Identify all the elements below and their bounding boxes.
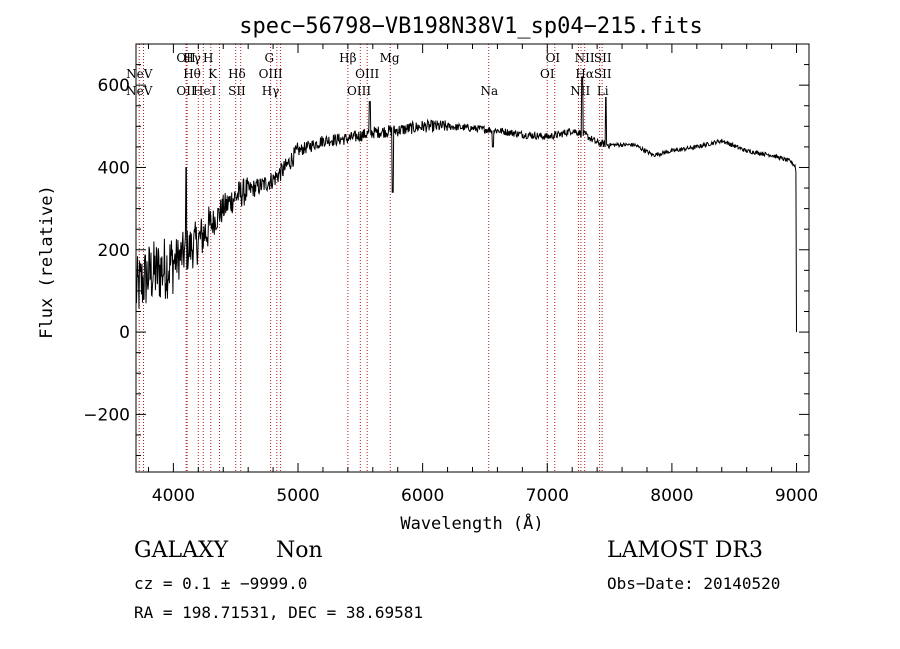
line-marker-label: I <box>212 84 217 98</box>
x-tick-label: 8000 <box>650 486 693 506</box>
line-marker-label: NeV <box>126 67 153 81</box>
line-marker-label: OII <box>176 51 196 65</box>
line-marker-labels: NeVNeVOIIOIIHγHθHHeKIHδSIIGOIIIHγHβOIIIO… <box>126 51 612 98</box>
line-marker-label: OI <box>546 51 561 65</box>
y-tick-label: 600 <box>98 76 130 96</box>
line-marker-label: Hγ <box>262 84 280 98</box>
observation-date: Obs−Date: 20140520 <box>607 574 781 593</box>
y-axis-label: Flux (relative) <box>37 185 57 339</box>
object-subclass: Non <box>276 538 323 563</box>
line-marker-label: Li <box>597 84 609 98</box>
line-marker-label: Hβ <box>339 51 356 65</box>
line-marker-label: NeV <box>126 84 153 98</box>
emission-line-markers <box>138 44 603 472</box>
line-marker-label: Hγ <box>183 51 201 65</box>
line-marker-label: Na <box>480 84 498 98</box>
line-marker-label: H <box>203 51 213 65</box>
line-marker-label: SII <box>594 51 612 65</box>
y-axis: −200 0 200 400 600 <box>83 43 809 457</box>
line-marker-label: NII <box>570 84 590 98</box>
line-marker-label: Hθ <box>183 67 201 81</box>
line-marker-label: SII <box>594 67 612 81</box>
line-marker-label: He <box>193 84 211 98</box>
spectrum-line <box>135 76 797 333</box>
x-axis-label: Wavelength (Å) <box>400 512 543 534</box>
redshift-readout: cz = 0.1 ± −9999.0 <box>134 574 308 593</box>
x-tick-label: 9000 <box>775 486 818 506</box>
line-marker-label: K <box>208 67 218 81</box>
line-marker-label: Hα <box>575 67 594 81</box>
line-marker-label: OIII <box>347 84 371 98</box>
y-tick-label: 0 <box>119 323 130 343</box>
x-tick-label: 6000 <box>401 486 444 506</box>
line-marker-label: Hδ <box>228 67 246 81</box>
x-tick-label: 5000 <box>276 486 319 506</box>
line-marker-label: SII <box>228 84 246 98</box>
x-axis: 4000 5000 6000 7000 8000 9000 <box>147 44 818 506</box>
x-tick-label: 7000 <box>526 486 569 506</box>
object-class: GALAXY <box>134 538 229 563</box>
line-marker-label: Mg <box>380 51 400 65</box>
y-tick-label: −200 <box>83 405 130 425</box>
y-tick-label: 200 <box>98 241 130 261</box>
line-marker-label: OIII <box>259 67 283 81</box>
chart-title: spec−56798−VB198N38V1_sp04−215.fits <box>239 14 703 39</box>
spectrum-series <box>135 76 797 333</box>
line-marker-label: OI <box>540 67 555 81</box>
line-marker-label: G <box>265 51 275 65</box>
line-marker-label: OIII <box>355 67 379 81</box>
plot-frame <box>135 43 810 473</box>
sky-coordinates: RA = 198.71531, DEC = 38.69581 <box>134 603 423 622</box>
x-tick-label: 4000 <box>152 486 195 506</box>
survey-name: LAMOST DR3 <box>607 538 763 563</box>
line-marker-label: NII <box>575 51 595 65</box>
y-tick-label: 400 <box>98 158 130 178</box>
line-marker-label: OII <box>176 84 196 98</box>
